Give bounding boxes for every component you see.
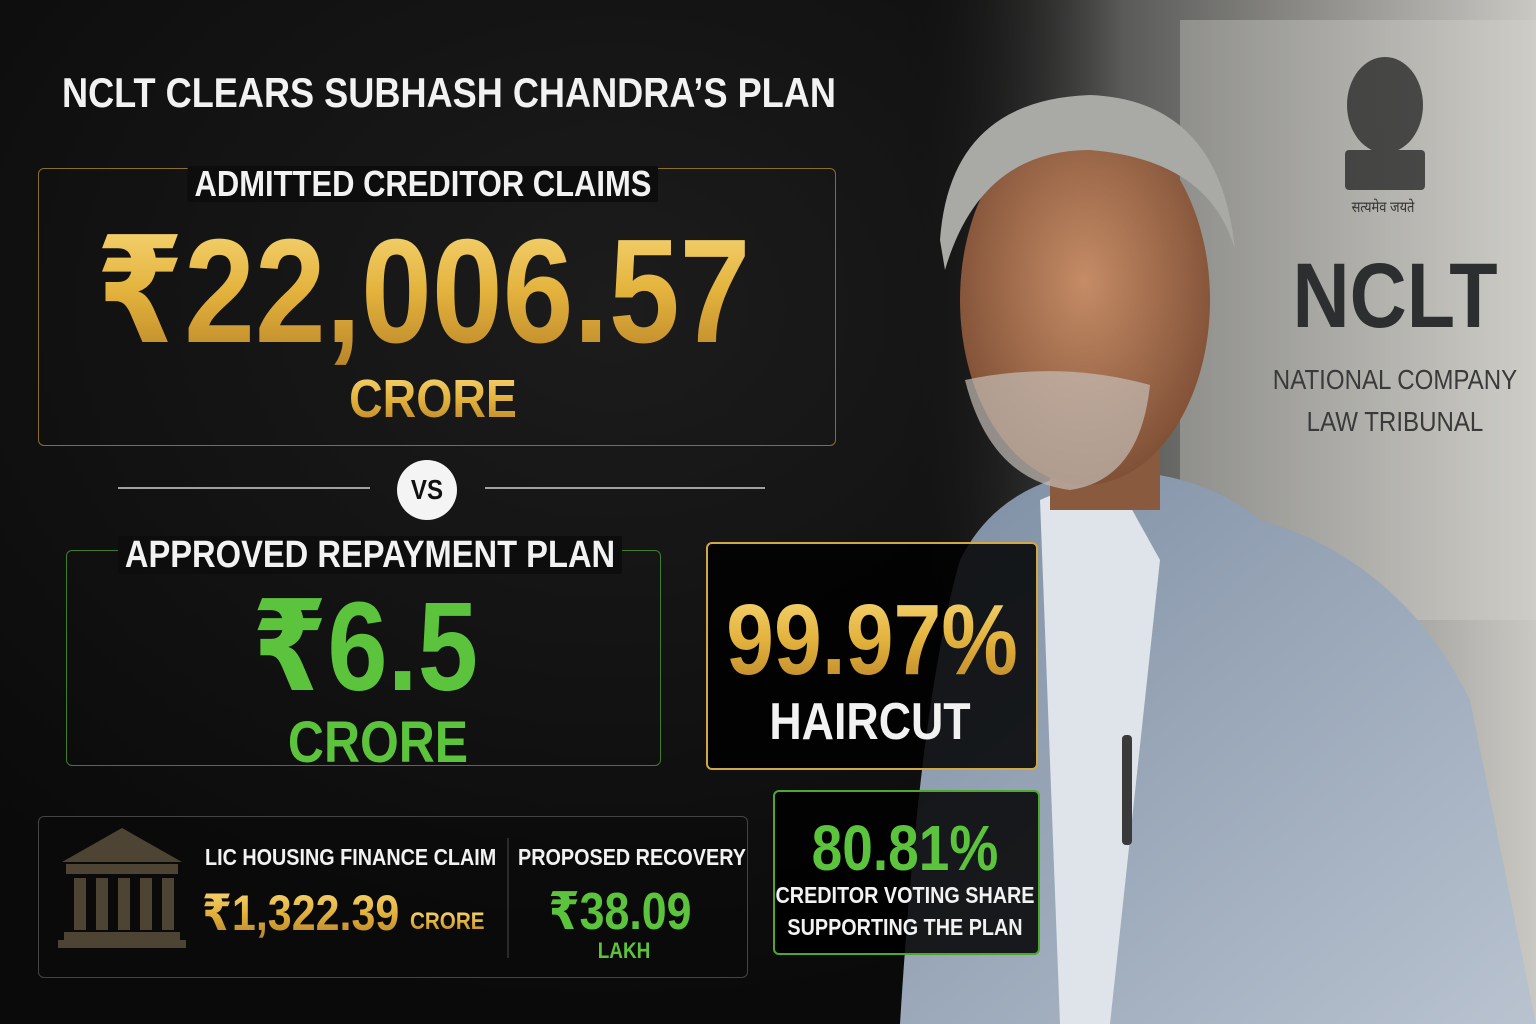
title: NCLT CLEARS SUBHASH CHANDRA’S PLAN [62, 69, 836, 116]
haircut-card [706, 542, 1038, 770]
collar [1040, 470, 1160, 1024]
lic-card [38, 816, 748, 978]
sign-name-line: NATIONAL COMPANY [1272, 364, 1518, 395]
vs-text: VS [410, 474, 444, 505]
voting-label-line: SUPPORTING THE PLAN [787, 914, 1023, 940]
emblem [1345, 57, 1425, 190]
lic-amount: ₹1,322.39 [202, 885, 400, 941]
plan-unit: CRORE [287, 710, 469, 775]
pen [1122, 735, 1132, 845]
sign-name-line: LAW TRIBUNAL [1306, 406, 1484, 437]
recovery-unit: LAKH [597, 938, 651, 963]
sign-acronym: NCLT [1292, 245, 1498, 347]
lic-unit: CRORE [410, 908, 485, 935]
sign-motto: सत्यमेव जयते [1351, 199, 1415, 216]
voting-label-line: CREDITOR VOTING SHARE [775, 882, 1035, 908]
beard [965, 371, 1150, 490]
claims-unit: CRORE [349, 369, 517, 429]
claims-label: ADMITTED CREDITOR CLAIMS [187, 166, 659, 202]
hair [940, 95, 1235, 270]
voting-card [773, 790, 1040, 955]
voting-value: 80.81% [811, 812, 999, 884]
claims-amount: ₹22,006.57 [95, 209, 751, 374]
haircut-value: 99.97% [726, 584, 1018, 696]
plan-amount: ₹6.5 [251, 576, 479, 717]
lic-label: LIC HOUSING FINANCE CLAIM [205, 844, 497, 870]
recovery-amount: ₹38.09 [548, 883, 692, 941]
vs-badge [397, 460, 457, 520]
haircut-label: HAIRCUT [769, 693, 971, 751]
recovery-label: PROPOSED RECOVERY [518, 844, 746, 870]
plan-label: APPROVED REPAYMENT PLAN [117, 536, 623, 574]
